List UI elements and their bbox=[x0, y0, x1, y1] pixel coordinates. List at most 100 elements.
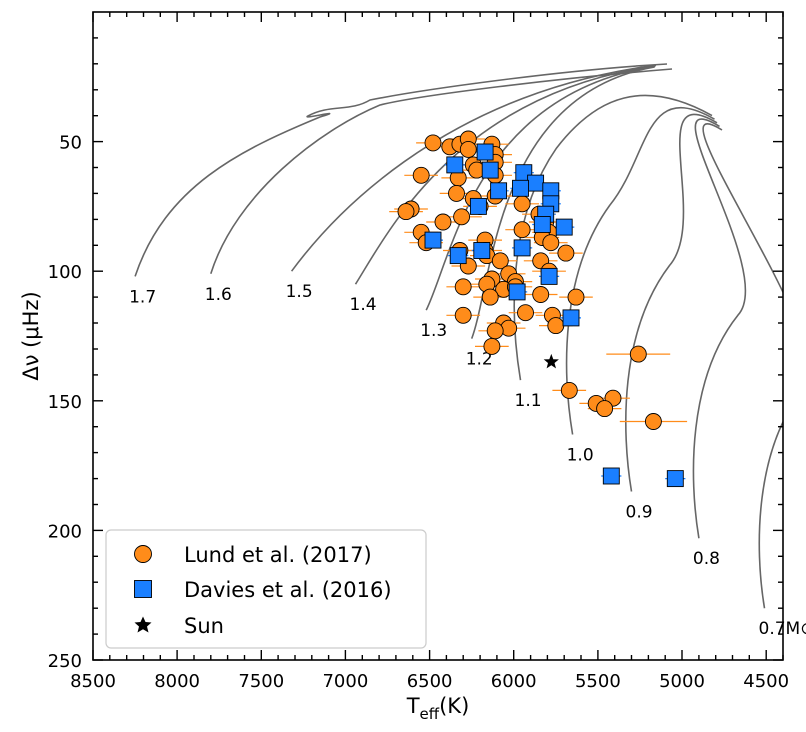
track-label: 1.5 bbox=[286, 282, 313, 302]
lund-point bbox=[454, 278, 472, 296]
track-line bbox=[134, 63, 668, 277]
track-mass-labels: 1.71.61.51.41.31.21.11.00.90.80.7M⊙ bbox=[129, 282, 806, 639]
lund-point bbox=[453, 208, 471, 226]
lund-point bbox=[486, 322, 504, 340]
legend-marker-circle bbox=[134, 545, 152, 563]
davies-point bbox=[555, 218, 573, 236]
x-tick-label: 5000 bbox=[659, 671, 705, 692]
sun-point bbox=[543, 353, 559, 369]
y-tick-label: 100 bbox=[48, 262, 82, 283]
lund-point bbox=[483, 337, 501, 355]
davies-point bbox=[508, 283, 526, 301]
y-tick-label: 150 bbox=[48, 392, 82, 413]
davies-point bbox=[476, 143, 494, 161]
track-label: 1.0 bbox=[567, 446, 594, 466]
lund-point bbox=[448, 184, 465, 202]
lund-point bbox=[397, 203, 415, 221]
plot-frame bbox=[92, 11, 784, 661]
track-label: 1.4 bbox=[350, 295, 377, 315]
track-line bbox=[513, 94, 713, 381]
davies-point bbox=[527, 174, 545, 192]
lund-point bbox=[454, 306, 472, 324]
track-line bbox=[290, 64, 657, 272]
davies-point bbox=[512, 179, 529, 197]
lund-point bbox=[459, 140, 477, 158]
legend: Lund et al. (2017) Davies et al. (2016) … bbox=[105, 529, 427, 649]
lund-point bbox=[517, 304, 534, 322]
axes bbox=[92, 11, 784, 661]
track-label: 0.9 bbox=[626, 503, 653, 523]
lund-point bbox=[542, 234, 560, 252]
y-axis-ticks: 50 100 150 200 250 bbox=[48, 37, 783, 672]
davies-point bbox=[473, 242, 491, 259]
lund-point bbox=[513, 221, 531, 239]
lund-point bbox=[629, 345, 647, 363]
lund-point bbox=[491, 252, 509, 270]
data-points bbox=[397, 130, 684, 488]
track-line bbox=[702, 123, 783, 609]
davies-point bbox=[513, 239, 531, 257]
x-axis-ticks: 8500 8000 7500 7000 6500 6000 5500 5000 4500 bbox=[70, 12, 789, 692]
y-tick-label: 250 bbox=[48, 651, 82, 672]
x-tick-label: 8000 bbox=[154, 671, 200, 692]
x-tick-label: 7000 bbox=[322, 671, 368, 692]
x-tick-label: 6000 bbox=[491, 671, 537, 692]
x-tick-label: 8500 bbox=[70, 671, 116, 692]
track-line bbox=[354, 65, 656, 285]
lund-point bbox=[424, 134, 442, 152]
lund-point bbox=[513, 195, 531, 213]
davies-point bbox=[424, 231, 442, 249]
lund-point bbox=[547, 317, 565, 335]
legend-box bbox=[105, 529, 427, 649]
davies-point bbox=[446, 156, 464, 174]
track-label: 1.7 bbox=[129, 287, 156, 307]
davies-point bbox=[490, 182, 508, 200]
track-label: 1.2 bbox=[466, 350, 493, 370]
davies-point bbox=[533, 216, 551, 233]
track-line bbox=[470, 66, 655, 339]
track-line bbox=[210, 68, 673, 275]
track-label: 0.8 bbox=[693, 549, 720, 569]
x-tick-label: 5500 bbox=[575, 671, 621, 692]
y-tick-label: 50 bbox=[59, 133, 82, 154]
track-line bbox=[565, 106, 715, 435]
track-label: 1.6 bbox=[205, 285, 232, 305]
davies-point bbox=[602, 467, 620, 485]
y-tick-label: 200 bbox=[48, 521, 82, 542]
x-tick-label: 4500 bbox=[743, 671, 789, 692]
legend-label-davies: Davies et al. (2016) bbox=[184, 578, 392, 602]
x-label-main: T bbox=[406, 694, 420, 718]
lund-point bbox=[557, 244, 575, 262]
track-line bbox=[625, 113, 718, 492]
lund-point bbox=[434, 213, 452, 231]
track-label: 1.3 bbox=[420, 321, 447, 341]
y-axis-label: Δν (μHz) bbox=[19, 291, 43, 380]
track-line bbox=[692, 118, 747, 539]
lund-point bbox=[481, 288, 499, 306]
davies-point bbox=[562, 309, 580, 327]
track-line bbox=[425, 65, 656, 311]
legend-label-sun: Sun bbox=[184, 614, 224, 638]
davies-point bbox=[481, 161, 499, 179]
lund-point bbox=[560, 381, 578, 399]
lund-point bbox=[567, 288, 585, 306]
evolutionary-tracks bbox=[134, 63, 783, 609]
lund-point bbox=[532, 286, 550, 303]
track-label: 1.1 bbox=[515, 391, 542, 411]
davies-point bbox=[540, 267, 558, 285]
davies-point bbox=[449, 247, 467, 265]
legend-label-lund: Lund et al. (2017) bbox=[184, 543, 372, 567]
lund-point bbox=[596, 400, 614, 418]
davies-point bbox=[666, 470, 684, 488]
legend-marker-star bbox=[134, 616, 152, 633]
x-label-unit: (K) bbox=[439, 694, 469, 718]
lund-point bbox=[412, 166, 430, 184]
x-label-sub: eff bbox=[420, 705, 440, 723]
davies-point bbox=[469, 197, 487, 215]
x-tick-label: 7500 bbox=[238, 671, 284, 692]
x-tick-label: 6500 bbox=[407, 671, 453, 692]
x-axis-label: Teff(K) bbox=[406, 694, 470, 723]
legend-marker-square bbox=[134, 580, 152, 598]
lund-point bbox=[644, 413, 662, 430]
